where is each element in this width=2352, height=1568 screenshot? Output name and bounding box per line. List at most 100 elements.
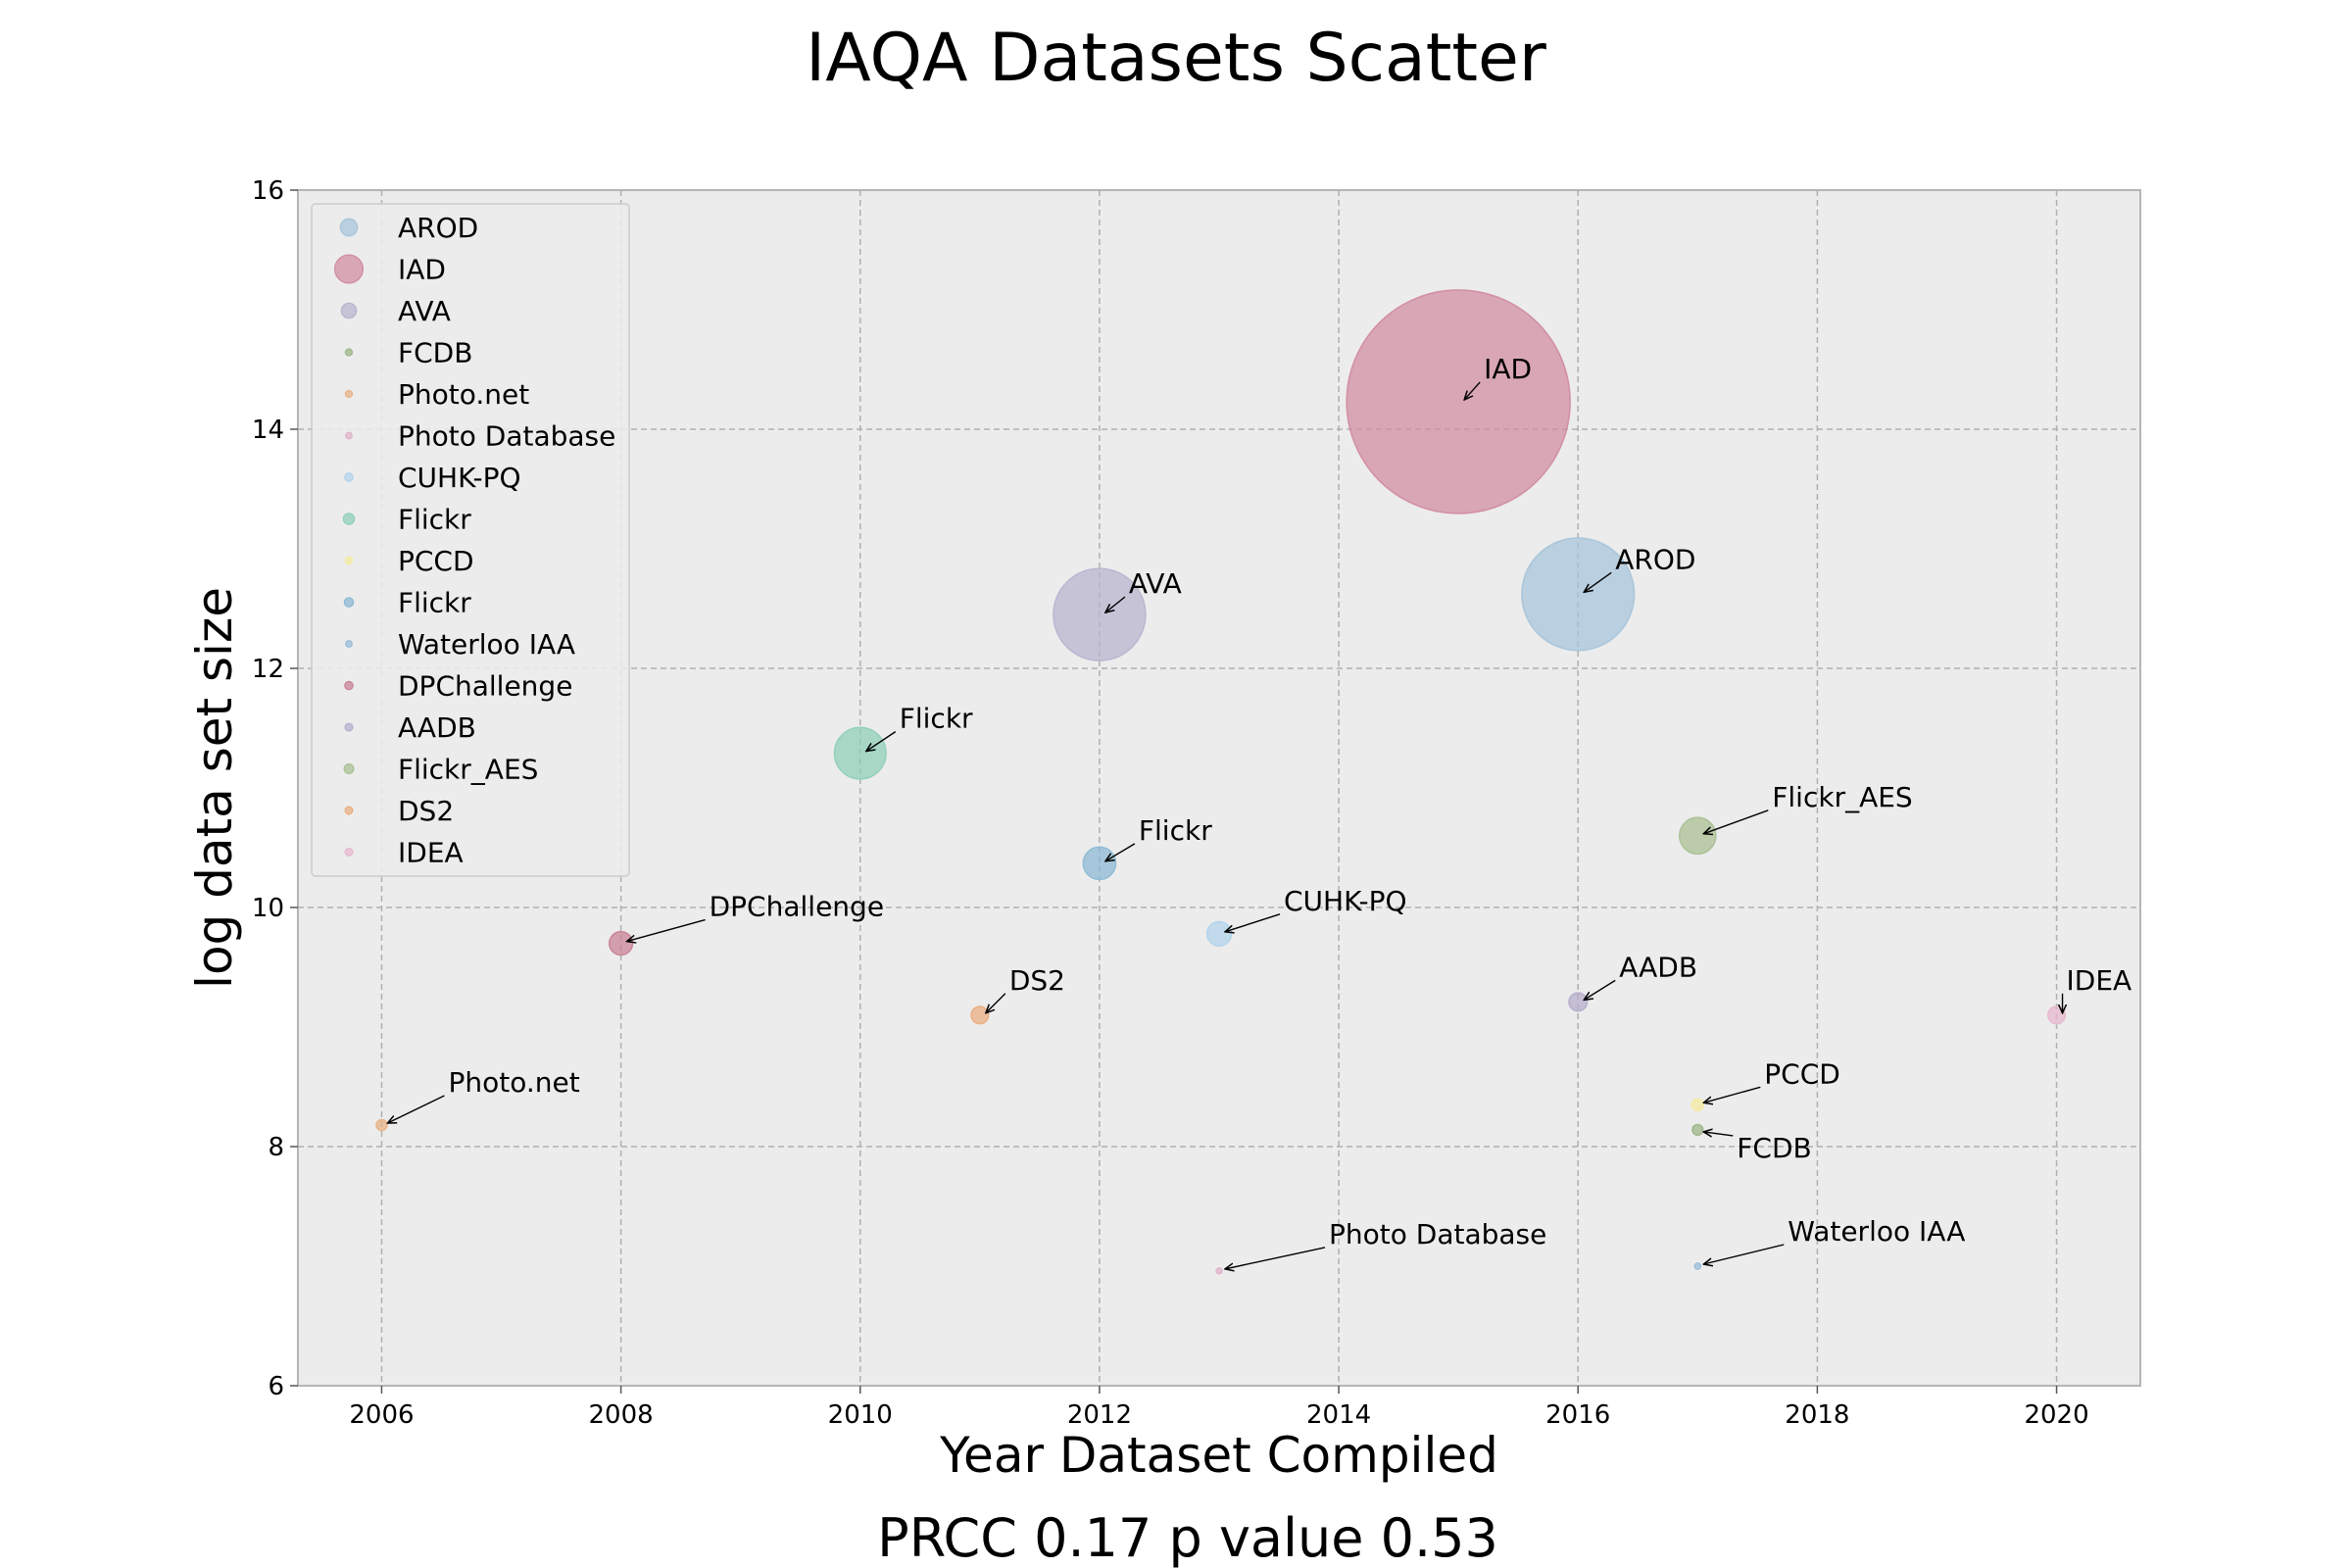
annotation-label: Waterloo IAA [1788, 1215, 1965, 1248]
legend-label: AVA [398, 295, 451, 327]
annotation-arrow [1703, 1244, 1785, 1264]
data-point [1678, 816, 1717, 856]
data-point [1053, 567, 1147, 662]
x-tick-label: 2020 [2024, 1400, 2088, 1430]
data-points [375, 289, 2067, 1275]
correlation-caption: PRCC 0.17 p value 0.53 [877, 1507, 1498, 1568]
legend-marker [344, 806, 354, 815]
legend-label: Photo.net [398, 378, 529, 411]
x-tick-label: 2008 [589, 1400, 654, 1430]
x-tick-label: 2014 [1306, 1400, 1371, 1430]
data-point [1521, 537, 1636, 652]
data-point [1568, 992, 1589, 1012]
legend-marker [345, 640, 353, 648]
legend-label: DS2 [398, 795, 454, 827]
legend-marker [342, 513, 356, 525]
annotation-label: AADB [1619, 951, 1697, 983]
y-tick-label: 10 [252, 894, 284, 923]
annotation-label: FCDB [1737, 1132, 1811, 1164]
annotation-arrow [1225, 1247, 1326, 1269]
legend-marker [343, 597, 355, 608]
legend-marker [344, 722, 354, 732]
annotation-label: Flickr [900, 703, 973, 735]
legend: AROD IAD AVA FCDB Photo.net Photo Database CUH… [311, 203, 630, 877]
annotation-label: Flickr_AES [1772, 781, 1912, 813]
data-point [1082, 846, 1117, 881]
annotation-arrow [1464, 381, 1481, 400]
legend-label: Photo Database [398, 420, 615, 453]
axis-ticks: 2006 2008 2010 2012 2014 2016 2018 2020 6 8 10 12 14… [252, 176, 2089, 1430]
annotation-label: CUHK-PQ [1284, 885, 1407, 917]
x-tick-label: 2018 [1785, 1400, 1849, 1430]
legend-marker [339, 218, 359, 237]
legend-label: IDEA [398, 837, 464, 869]
y-tick-label: 6 [268, 1372, 284, 1401]
legend-label: FCDB [398, 337, 472, 369]
annotation-label: DPChallenge [710, 891, 884, 923]
data-point [1693, 1262, 1702, 1270]
annotation-arrow [986, 993, 1006, 1013]
data-point [375, 1118, 388, 1132]
y-tick-label: 14 [252, 416, 284, 445]
legend-marker [344, 848, 354, 857]
y-tick-label: 16 [252, 176, 284, 206]
annotation-arrow [1584, 571, 1612, 592]
annotation-arrow [627, 918, 706, 942]
legend-marker [344, 680, 354, 691]
legend-marker [333, 254, 365, 284]
annotation-arrow [1225, 913, 1281, 932]
data-point [970, 1005, 990, 1025]
x-axis-label: Year Dataset Compiled [939, 1427, 1498, 1484]
annotation-label: IAD [1484, 353, 1532, 385]
annotations: AROD IAD AVA FCDB Photo.net Photo Database CUH… [387, 353, 2132, 1269]
legend-label: PCCD [398, 545, 474, 577]
legend-marker [340, 302, 358, 319]
legend-label: Waterloo IAA [398, 628, 575, 661]
annotation-arrow [1105, 596, 1126, 612]
legend-marker [343, 763, 355, 774]
legend-marker [344, 348, 354, 357]
legend-marker [344, 556, 354, 565]
annotation-arrow [1584, 979, 1616, 1000]
annotation-label: DS2 [1009, 964, 1065, 997]
annotation-arrow [1703, 1132, 1734, 1136]
legend-label: AROD [398, 212, 478, 244]
legend-label: Flickr_AES [398, 754, 538, 786]
y-tick-label: 12 [252, 655, 284, 684]
legend-label: CUHK-PQ [398, 462, 521, 494]
legend-label: DPChallenge [398, 670, 572, 703]
annotation-label: AROD [1615, 543, 1695, 575]
annotation-arrow [387, 1095, 445, 1123]
y-axis-label: log data set size [186, 587, 243, 989]
x-tick-label: 2012 [1067, 1400, 1132, 1430]
annotation-arrow [1703, 1086, 1761, 1102]
legend-marker [345, 431, 353, 440]
data-point [1346, 289, 1571, 514]
annotation-arrow [866, 731, 897, 752]
y-tick-label: 8 [268, 1133, 284, 1162]
x-tick-label: 2016 [1545, 1400, 1610, 1430]
chart-title: IAQA Datasets Scatter [806, 20, 1546, 97]
legend-box [311, 203, 630, 877]
data-point [833, 726, 887, 780]
legend-marker [344, 472, 354, 482]
x-tick-label: 2010 [828, 1400, 893, 1430]
annotation-label: PCCD [1764, 1057, 1840, 1090]
data-point [608, 930, 634, 956]
legend-label: IAD [398, 254, 446, 286]
annotation-label: Photo.net [448, 1066, 579, 1099]
annotation-arrow [1105, 843, 1136, 861]
legend-label: Flickr [398, 504, 471, 536]
annotation-label: AVA [1129, 567, 1182, 600]
data-point [1205, 920, 1233, 947]
data-point [1215, 1267, 1223, 1275]
legend-marker [344, 389, 354, 399]
annotation-arrow [1703, 809, 1769, 834]
x-tick-label: 2006 [349, 1400, 414, 1430]
annotation-label: Flickr [1139, 814, 1212, 847]
data-point [1690, 1098, 1705, 1112]
legend-label: AADB [398, 711, 476, 744]
annotation-label: Photo Database [1329, 1218, 1546, 1250]
data-point [1691, 1123, 1704, 1137]
